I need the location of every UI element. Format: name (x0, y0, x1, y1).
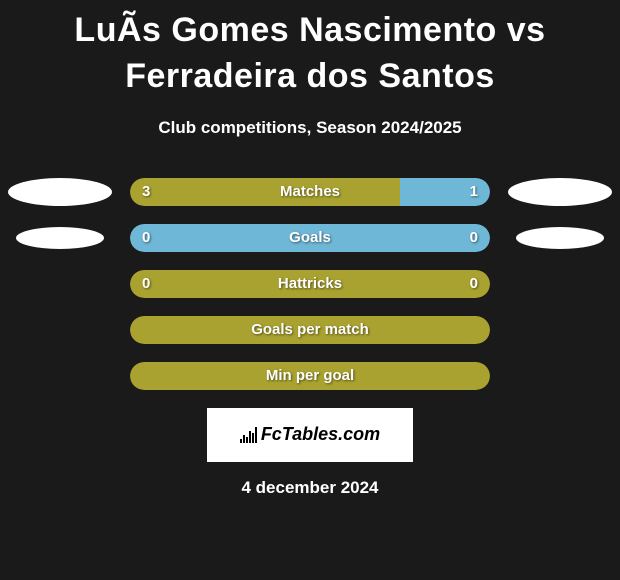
brand-text: FcTables.com (261, 424, 380, 445)
stat-label: Goals per match (130, 316, 490, 344)
stat-bar: 00Hattricks (130, 270, 490, 298)
page-title: LuÃ­s Gomes Nascimento vs Ferradeira dos… (0, 8, 620, 100)
stat-row-goals: 00Goals (8, 224, 612, 252)
stat-row-matches: 31Matches (8, 178, 612, 206)
brand-box: FcTables.com (207, 408, 413, 462)
date-label: 4 december 2024 (0, 478, 620, 498)
right-oval (508, 178, 612, 206)
right-oval (516, 227, 604, 249)
stat-label: Min per goal (130, 362, 490, 390)
stat-row-min-per-goal: Min per goal (8, 362, 612, 390)
stat-label: Goals (130, 224, 490, 252)
stats-area: 31Matches 00Goals 00Hattricks Goals per mat… (0, 178, 620, 390)
chart-icon (240, 427, 257, 443)
stat-bar: 31Matches (130, 178, 490, 206)
stat-bar: Goals per match (130, 316, 490, 344)
stat-label: Hattricks (130, 270, 490, 298)
left-oval (16, 227, 104, 249)
stat-row-goals-per-match: Goals per match (8, 316, 612, 344)
left-oval (8, 178, 112, 206)
stat-bar: Min per goal (130, 362, 490, 390)
stat-bar: 00Goals (130, 224, 490, 252)
stat-row-hattricks: 00Hattricks (8, 270, 612, 298)
comparison-infographic: LuÃ­s Gomes Nascimento vs Ferradeira dos… (0, 0, 620, 498)
subtitle: Club competitions, Season 2024/2025 (0, 118, 620, 138)
stat-label: Matches (130, 178, 490, 206)
